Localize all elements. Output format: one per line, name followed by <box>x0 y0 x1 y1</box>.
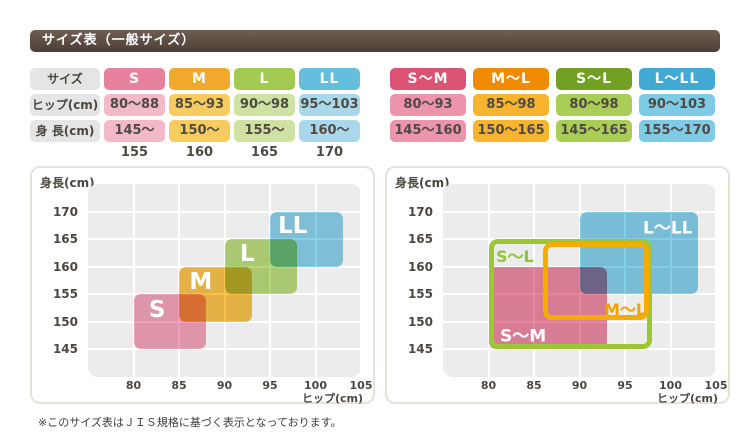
y-tick-155: 155 <box>407 287 433 302</box>
y-tick-145: 145 <box>52 342 78 357</box>
size-region-label-s: S <box>148 296 166 323</box>
grid-line-v <box>314 184 317 377</box>
size-region-m-l <box>543 242 649 320</box>
size-header-l: L <box>234 68 295 90</box>
size-table-combined: S～M M～L S～L L～LL 80～93 85～98 80～98 90～103 145～16… <box>390 68 715 146</box>
size-header-m-l: M～L <box>473 68 549 90</box>
size-region-label-m: M <box>189 269 213 296</box>
size-region-label-s-l: S～L <box>496 247 534 267</box>
x-tick-100: 100 <box>304 379 327 392</box>
size-header-s: S <box>104 68 165 90</box>
size-header-ll: LL <box>299 68 360 90</box>
grid-line-v <box>360 184 361 377</box>
hip-cell-s: 80～88 <box>104 94 165 116</box>
y-tick-150: 150 <box>407 314 433 329</box>
grid-line-h <box>88 210 361 213</box>
size-chart-single: 身長(cm) S M L LL ヒップ(cm) 80 85 90 95 100 105 145 15… <box>30 166 375 405</box>
grid-line-v <box>132 184 135 377</box>
size-region-label-s-m: S～M <box>499 326 547 347</box>
x-tick-100: 100 <box>659 379 682 392</box>
size-region-ll <box>270 211 343 267</box>
size-header-m: M <box>169 68 230 90</box>
height-cell-s: 145～155 <box>104 120 165 160</box>
hip-cell-m: 85～93 <box>169 94 230 116</box>
hip-cell-l-ll: 90～103 <box>639 94 715 116</box>
table-row-hip: ヒップ(cm) 80～88 85～93 90～98 95～103 <box>30 94 360 116</box>
hip-cell-s-m: 80～93 <box>390 94 466 116</box>
x-tick-85: 85 <box>526 379 542 392</box>
y-tick-165: 165 <box>407 232 433 247</box>
grid-line-h <box>88 320 361 323</box>
x-tick-90: 90 <box>216 379 233 392</box>
grid-line-h <box>443 210 716 213</box>
size-region-label-l-ll: L～LL <box>643 218 693 239</box>
y-tick-145: 145 <box>407 342 433 357</box>
x-tick-80: 80 <box>480 379 497 392</box>
x-tick-105: 105 <box>349 379 373 392</box>
plot-area: S M L LL <box>88 184 361 377</box>
grid-line-v <box>715 184 716 377</box>
page-title: サイズ表（一般サイズ） <box>30 30 720 52</box>
grid-line-h <box>88 238 361 241</box>
size-tables: サイズ S M L LL ヒップ(cm) 80～88 85～93 90～98 95～103 身 長(… <box>30 68 755 160</box>
hip-cell-m-l: 85～98 <box>473 94 549 116</box>
size-region-label-ll: LL <box>278 213 308 240</box>
size-header-s-m: S～M <box>390 68 466 90</box>
y-tick-160: 160 <box>407 259 433 274</box>
size-header-l-ll: L～LL <box>639 68 715 90</box>
size-header-s-l: S～L <box>556 68 632 90</box>
table-row-height: 身 長(cm) 145～155 150～160 155～165 160～170 <box>30 120 360 160</box>
x-tick-80: 80 <box>125 379 142 392</box>
x-tick-90: 90 <box>571 379 588 392</box>
height-cell-ll: 160～170 <box>299 120 360 160</box>
size-region-s-l <box>488 239 653 350</box>
height-cell-l: 155～165 <box>234 120 295 160</box>
x-tick-105: 105 <box>704 379 728 392</box>
y-tick-170: 170 <box>52 204 78 219</box>
grid-line-h <box>443 348 716 351</box>
row-label-cell: ヒップ(cm) <box>30 94 100 116</box>
row-label-cell: 身 長(cm) <box>30 120 100 142</box>
y-axis-label: 身長(cm) <box>40 176 95 190</box>
table-row-hip: 80～93 85～98 80～98 90～103 <box>390 94 715 116</box>
table-row-size: S～M M～L S～L L～LL <box>390 68 715 90</box>
y-tick-165: 165 <box>52 232 78 247</box>
size-table-single: サイズ S M L LL ヒップ(cm) 80～88 85～93 90～98 95～103 身 長(… <box>30 68 360 160</box>
x-axis-label: ヒップ(cm) <box>301 392 363 405</box>
size-charts: 身長(cm) S M L LL ヒップ(cm) 80 85 90 95 100 105 145 15… <box>30 166 755 405</box>
y-axis-label: 身長(cm) <box>395 176 450 190</box>
grid-line-h <box>88 348 361 351</box>
row-label-cell: サイズ <box>30 68 100 90</box>
height-cell-m-l: 150～165 <box>473 120 549 142</box>
height-cell-s-l: 145～165 <box>556 120 632 142</box>
y-tick-155: 155 <box>52 287 78 302</box>
x-tick-85: 85 <box>171 379 187 392</box>
hip-cell-s-l: 80～98 <box>556 94 632 116</box>
plot-area: S～M L～LL S～L M～L <box>443 184 716 377</box>
y-tick-160: 160 <box>52 259 78 274</box>
hip-cell-ll: 95～103 <box>299 94 360 116</box>
y-tick-170: 170 <box>407 204 433 219</box>
size-chart-page: サイズ表（一般サイズ） サイズ S M L LL ヒップ(cm) 80～88 85～93 90～… <box>30 30 755 429</box>
size-chart-combined: 身長(cm) S～M L～LL S～L M～L ヒップ(cm) 80 85 90 95 100… <box>385 166 730 405</box>
height-cell-m: 150～160 <box>169 120 230 160</box>
x-axis-label: ヒップ(cm) <box>656 392 718 405</box>
y-tick-150: 150 <box>52 314 78 329</box>
size-region-label-l: L <box>239 241 255 268</box>
footnote: ※このサイズ表はＪＩＳ規格に基づく表示となっております。 <box>38 416 342 429</box>
size-region-label-m-l: M～L <box>603 299 647 319</box>
x-tick-95: 95 <box>262 379 278 392</box>
size-region-l-ll <box>579 211 698 295</box>
x-tick-95: 95 <box>617 379 633 392</box>
table-row-size: サイズ S M L LL <box>30 68 360 90</box>
table-row-height: 145～160 150～165 145～165 155～170 <box>390 120 715 142</box>
height-cell-l-ll: 155～170 <box>639 120 715 142</box>
height-cell-s-m: 145～160 <box>390 120 466 142</box>
hip-cell-l: 90～98 <box>234 94 295 116</box>
